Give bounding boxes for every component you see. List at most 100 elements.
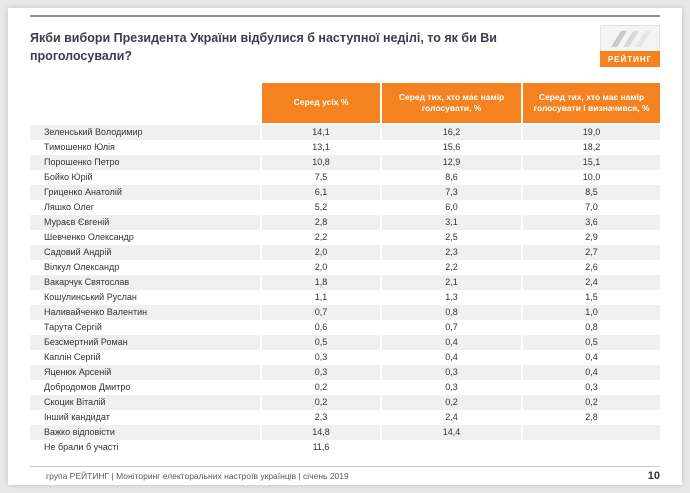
candidate-value: 2,3 [314, 412, 328, 422]
candidate-value: 11,6 [312, 442, 330, 452]
table-header-row: Серед усіх % Серед тих, хто має намір го… [30, 83, 660, 123]
candidate-name: Зеленський Володимир [30, 125, 260, 140]
candidate-value: 6,0 [445, 202, 458, 212]
table-row: Шевченко Олександр 2,2 2,5 2,9 [30, 230, 660, 245]
candidate-value: 2,5 [445, 232, 458, 242]
candidate-value: 0,2 [314, 382, 328, 392]
candidate-name: Садовий Андрій [30, 245, 260, 260]
candidate-name: Кошулинський Руслан [44, 292, 137, 302]
candidate-value [382, 440, 521, 455]
candidate-name: Вакарчук Святослав [30, 275, 260, 290]
candidate-value: 7,3 [382, 185, 521, 200]
candidate-value: 3,6 [523, 215, 660, 230]
candidate-value: 19,0 [523, 125, 660, 140]
table-row: Порошенко Петро 10,8 12,9 15,1 [30, 155, 660, 170]
candidate-value: 2,4 [445, 412, 458, 422]
candidate-value: 14,1 [262, 125, 380, 140]
table-row: Вакарчук Святослав 1,8 2,1 2,4 [30, 275, 660, 290]
table-row: Тимошенко Юлія 13,1 15,6 18,2 [30, 140, 660, 155]
rating-logo-text: РЕЙТИНГ [600, 51, 660, 67]
candidate-value: 0,4 [523, 365, 660, 380]
table-row: Скоцик Віталій 0,2 0,2 0,2 [30, 395, 660, 410]
rating-logo-graphic-icon [600, 25, 660, 51]
table-row: Яценюк Арсеній 0,3 0,3 0,4 [30, 365, 660, 380]
column-header-among-all: Серед усіх % [262, 83, 380, 123]
page-number: 10 [647, 470, 660, 482]
candidate-value: 10,8 [262, 155, 380, 170]
table-row: Зеленський Володимир 14,1 16,2 19,0 [30, 125, 660, 140]
candidate-value: 2,2 [445, 262, 458, 272]
candidate-value: 14,8 [262, 425, 380, 440]
column-header-intend-and-decided: Серед тих, хто має намір голосувати і ви… [523, 83, 660, 123]
table-row: Безсмертний Роман 0,5 0,4 0,5 [30, 335, 660, 350]
candidate-name: Порошенко Петро [30, 155, 260, 170]
candidate-value: 0,4 [585, 352, 598, 362]
candidate-value [523, 440, 660, 455]
candidate-value: 16,2 [382, 125, 521, 140]
candidate-value: 15,6 [442, 142, 461, 152]
rating-logo: РЕЙТИНГ [600, 25, 660, 67]
candidate-value: 0,4 [382, 335, 521, 350]
candidate-value: 1,5 [585, 292, 598, 302]
candidate-name: Скоцик Віталій [30, 395, 260, 410]
table-row: Гриценко Анатолій 6,1 7,3 8,5 [30, 185, 660, 200]
candidate-value: 0,3 [445, 382, 458, 392]
candidate-name: Ляшко Олег [44, 202, 94, 212]
candidate-value: 0,4 [445, 352, 458, 362]
candidate-value: 2,6 [585, 262, 598, 272]
candidate-value: 0,2 [262, 395, 380, 410]
table-row: Бойко Юрій 7,5 8,6 10,0 [30, 170, 660, 185]
candidate-name: Не брали б участі [44, 442, 119, 452]
table-row: Ляшко Олег 5,2 6,0 7,0 [30, 200, 660, 215]
candidate-value: 0,5 [262, 335, 380, 350]
candidate-value: 1,8 [262, 275, 380, 290]
candidate-value: 0,7 [262, 305, 380, 320]
candidate-value: 6,1 [262, 185, 380, 200]
candidate-name: Гриценко Анатолій [30, 185, 260, 200]
candidate-value: 0,5 [523, 335, 660, 350]
candidate-value: 14,4 [382, 425, 521, 440]
top-rule [30, 15, 660, 17]
candidate-value: 2,4 [523, 275, 660, 290]
candidate-value: 2,0 [314, 262, 328, 272]
candidate-value: 7,5 [314, 172, 328, 182]
table-row: Вілкул Олександр 2,0 2,2 2,6 [30, 260, 660, 275]
candidate-value: 0,3 [262, 365, 380, 380]
candidate-value: 0,8 [382, 305, 521, 320]
table-body: Зеленський Володимир 14,1 16,2 19,0 Тимошенк… [30, 125, 660, 455]
candidate-value: 2,9 [585, 232, 598, 242]
candidate-value: 1,1 [314, 292, 328, 302]
candidate-name: Безсмертний Роман [30, 335, 260, 350]
candidate-name: Тимошенко Юлія [44, 142, 115, 152]
candidate-name: Яценюк Арсеній [30, 365, 260, 380]
table-row: Не брали б участі 11,6 [30, 440, 660, 455]
candidate-value: 2,1 [382, 275, 521, 290]
candidate-value [523, 425, 660, 440]
candidate-value: 0,3 [382, 365, 521, 380]
table-header-spacer [30, 83, 260, 123]
table-row: Важко відповісти 14,8 14,4 [30, 425, 660, 440]
candidate-value: 0,6 [314, 322, 328, 332]
table-row: Інший кандидат 2,3 2,4 2,8 [30, 410, 660, 425]
candidate-name: Тарута Сергій [44, 322, 102, 332]
table-row: Тарута Сергій 0,6 0,7 0,8 [30, 320, 660, 335]
candidate-name: Бойко Юрій [44, 172, 93, 182]
candidate-value: 0,3 [314, 352, 328, 362]
table-row: Наливайченко Валентин 0,7 0,8 1,0 [30, 305, 660, 320]
candidate-name: Шевченко Олександр [44, 232, 134, 242]
candidate-value: 13,1 [312, 142, 330, 152]
candidate-value: 1,3 [445, 292, 458, 302]
candidate-name: Наливайченко Валентин [30, 305, 260, 320]
table-row: Кошулинський Руслан 1,1 1,3 1,5 [30, 290, 660, 305]
footer-rule [30, 466, 660, 467]
candidate-value: 8,6 [445, 172, 458, 182]
candidate-value: 2,8 [262, 215, 380, 230]
slide: Якби вибори Президента України відбулися… [8, 8, 682, 485]
table-row: Мураєв Євгеній 2,8 3,1 3,6 [30, 215, 660, 230]
table-row: Садовий Андрій 2,0 2,3 2,7 [30, 245, 660, 260]
candidate-value: 2,0 [262, 245, 380, 260]
chart-swoosh-icon [611, 30, 651, 47]
candidate-value: 2,2 [314, 232, 328, 242]
poll-table: Серед усіх % Серед тих, хто має намір го… [30, 83, 660, 455]
candidate-name: Вілкул Олександр [44, 262, 120, 272]
